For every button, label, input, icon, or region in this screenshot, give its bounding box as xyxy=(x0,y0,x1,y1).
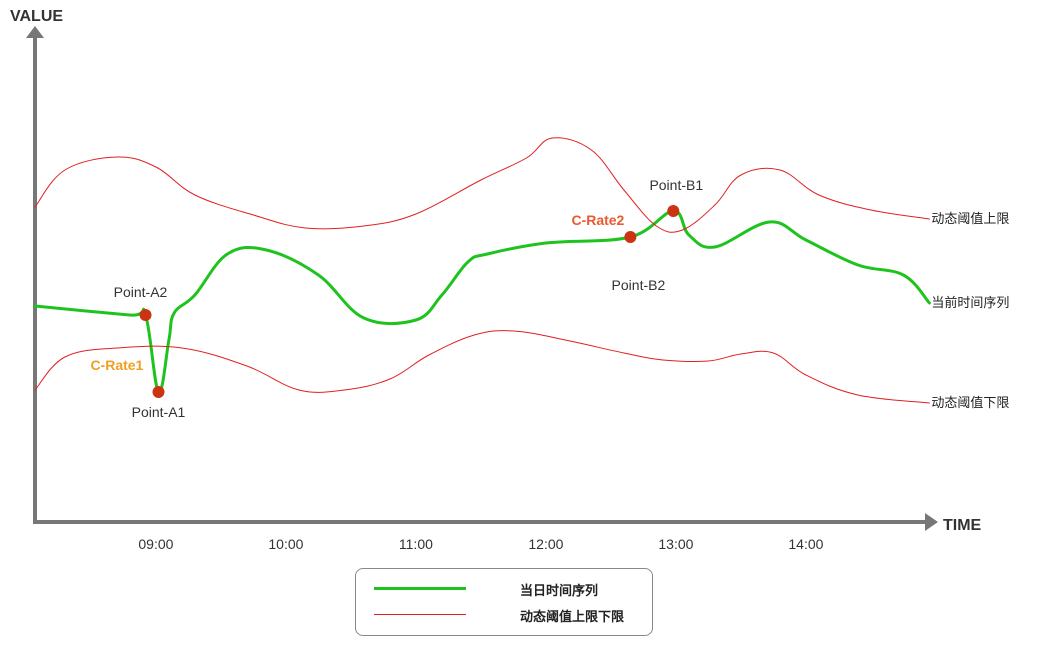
legend-item-threshold: 动态阈值上限下限 xyxy=(356,603,652,627)
legend: 当日时间序列 动态阈值上限下限 xyxy=(355,568,653,636)
x-tick-label-1300: 13:00 xyxy=(658,536,693,552)
point-label-point-a2: Point-A2 xyxy=(114,284,168,300)
series-end-label-threshold-lower: 动态阈值下限 xyxy=(931,395,1009,411)
series-end-label-current-series: 当前时间序列 xyxy=(931,295,1009,311)
marker-point-b1 xyxy=(667,205,680,217)
series-line-threshold-upper xyxy=(34,137,930,233)
series-end-label-threshold-upper: 动态阈值上限 xyxy=(931,211,1009,227)
point-label-point-b2: Point-B2 xyxy=(612,277,666,293)
marker-point-a2 xyxy=(139,309,152,321)
annotation-layer: Point-A1 Point-A2 Point-B1 Point-B2 C-Rate1 C… xyxy=(90,177,703,420)
x-tick-label-0900: 09:00 xyxy=(138,536,173,552)
series-line-current-series xyxy=(33,209,931,394)
rate-label-c-rate2: C-Rate2 xyxy=(571,212,624,228)
x-tick-label-1000: 10:00 xyxy=(268,536,303,552)
x-tick-label-1200: 12:00 xyxy=(528,536,563,552)
legend-label-threshold: 动态阈值上限下限 xyxy=(520,610,625,625)
x-tick-label-1400: 14:00 xyxy=(788,536,823,552)
point-label-point-a1: Point-A1 xyxy=(132,404,186,420)
marker-point-a1 xyxy=(152,386,165,398)
legend-swatch-threshold xyxy=(374,614,466,615)
x-axis-title: TIME xyxy=(943,517,982,534)
x-tick-labels: 09:00 10:00 11:00 12:00 13:00 14:00 xyxy=(138,536,823,552)
legend-label-current: 当日时间序列 xyxy=(520,584,599,599)
axes: VALUE TIME xyxy=(10,8,982,534)
marker-point-b2 xyxy=(624,231,637,243)
x-axis-arrow xyxy=(925,513,938,531)
legend-swatch-current xyxy=(374,587,466,590)
legend-item-current-series: 当日时间序列 xyxy=(356,577,652,601)
y-axis-arrow xyxy=(26,26,44,38)
series-line-threshold-lower xyxy=(34,330,930,404)
rate-label-c-rate1: C-Rate1 xyxy=(90,357,143,373)
x-tick-label-1100: 11:00 xyxy=(399,536,433,552)
point-label-point-b1: Point-B1 xyxy=(649,177,703,193)
y-axis-title: VALUE xyxy=(10,8,63,25)
